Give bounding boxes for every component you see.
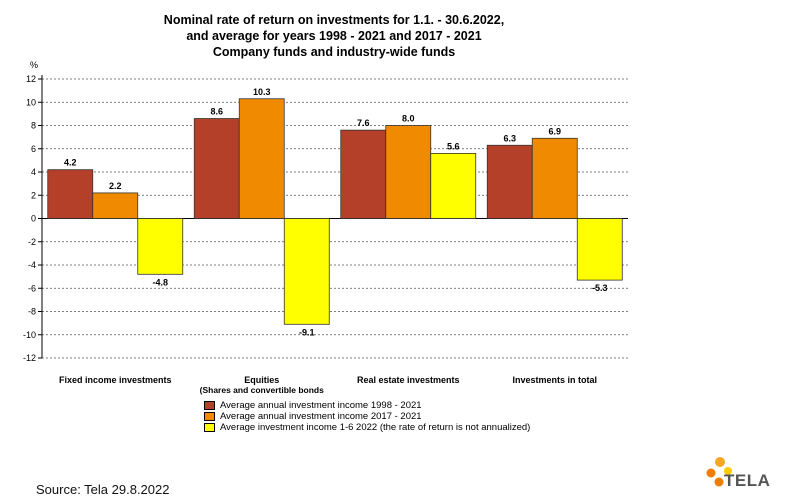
chart-title-line1: Nominal rate of return on investments fo… (163, 13, 505, 27)
y-tick-label: -4 (28, 260, 36, 270)
data-label: -4.8 (152, 277, 168, 287)
y-tick-label: -6 (28, 283, 36, 293)
legend-swatch-1-6-2022 (204, 423, 215, 432)
y-tick-label: -10 (23, 330, 36, 340)
bar (531, 137, 578, 219)
bar-chart: % 12 10 8 6 4 2 0 -2 -4 -6 -8 -10 -12 4.2 2.2 -4.8 Fixed … (23, 60, 628, 395)
chart-title-line3: Company funds and industry-wide funds (212, 45, 456, 59)
tela-logo: TELA (704, 454, 784, 498)
legend-item: Average annual investment income 2017 - … (204, 411, 530, 422)
data-label: 10.3 (253, 87, 271, 97)
data-label: 5.6 (447, 141, 460, 151)
category-label: Investments in total (512, 375, 597, 385)
bar (92, 192, 139, 219)
data-label: 6.9 (548, 126, 561, 136)
legend-swatch-2017-2021 (204, 412, 215, 421)
bar (47, 169, 94, 219)
tela-logo-text: TELA (724, 471, 771, 490)
source-note: Source: Tela 29.8.2022 (36, 482, 170, 497)
bar (193, 118, 240, 219)
legend-item: Average investment income 1-6 2022 (the … (204, 422, 530, 433)
chart-title: Nominal rate of return on investments fo… (0, 12, 668, 60)
y-tick-label: -12 (23, 353, 36, 363)
legend-item: Average annual investment income 1998 - … (204, 400, 530, 411)
chart-title-line2: and average for years 1998 - 2021 and 20… (186, 29, 482, 43)
y-tick-label: 8 (31, 121, 36, 131)
data-label: 4.2 (64, 158, 77, 168)
data-label: 8.6 (210, 107, 223, 117)
y-tick-label: 6 (31, 144, 36, 154)
bar (340, 129, 387, 219)
data-label: 6.3 (503, 133, 516, 143)
bar (430, 152, 477, 219)
category-label: Equities (244, 375, 279, 385)
data-label: 8.0 (402, 114, 415, 124)
y-axis-label: % (30, 60, 38, 70)
legend-label: Average investment income 1-6 2022 (the … (220, 422, 531, 433)
bar (238, 98, 285, 219)
legend-label: Average annual investment income 1998 - … (220, 400, 422, 411)
data-label: 2.2 (109, 181, 122, 191)
bar (283, 218, 330, 325)
data-label: -9.1 (299, 327, 315, 337)
y-tick-label: 12 (26, 74, 36, 84)
bar (576, 218, 623, 281)
y-tick-label: 10 (26, 97, 36, 107)
y-tick-label: 2 (31, 190, 36, 200)
bar (137, 218, 184, 275)
category-label: Real estate investments (357, 375, 460, 385)
y-tick-label: -8 (28, 307, 36, 317)
legend-label: Average annual investment income 2017 - … (220, 411, 422, 422)
bar (486, 144, 533, 219)
y-tick-label: 4 (31, 167, 36, 177)
bar (385, 125, 432, 219)
tela-dots-icon (706, 457, 732, 487)
data-label: 7.6 (357, 118, 370, 128)
category-label: Fixed income investments (59, 375, 172, 385)
category-sublabel: (Shares and convertible bonds (200, 385, 324, 395)
chart-legend: Average annual investment income 1998 - … (204, 400, 530, 433)
y-tick-label: -2 (28, 237, 36, 247)
data-label: -5.3 (592, 283, 608, 293)
y-tick-label: 0 (31, 214, 36, 224)
legend-swatch-1998-2021 (204, 401, 215, 410)
